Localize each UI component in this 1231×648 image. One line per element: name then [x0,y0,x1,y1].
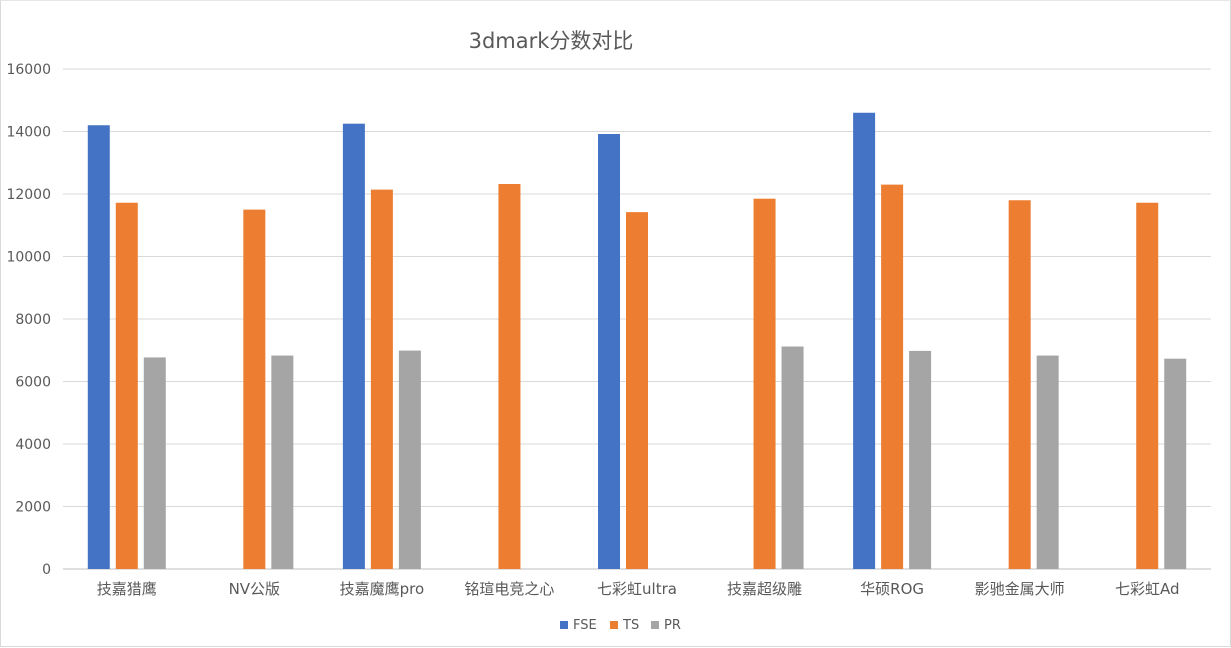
x-tick-label: NV公版 [229,580,280,598]
legend-label-pr: PR [664,618,681,633]
x-tick-label: 七彩虹ultra [597,580,677,598]
y-tick-label: 2000 [15,500,51,516]
bar-ts [1136,202,1159,569]
y-tick-label: 6000 [15,375,51,391]
legend-label-fse: FSE [573,618,597,633]
y-tick-label: 10000 [6,250,51,266]
bar-pr [1164,358,1187,569]
bar-fse [87,125,110,569]
y-tick-label: 14000 [6,125,51,141]
x-tick-label: 技嘉魔鹰pro [340,580,425,598]
y-tick-label: 12000 [6,187,51,203]
y-tick-label: 4000 [15,437,51,453]
legend-swatch-pr [651,621,659,629]
legend-label-ts: TS [622,618,639,633]
bar-pr [398,350,421,569]
y-tick-label: 8000 [15,312,51,328]
x-tick-label: 铭瑄电竞之心 [464,580,554,598]
bar-fse [853,112,876,569]
bar-pr [909,350,932,569]
chart-title: 3dmark分数对比 [468,29,634,53]
bar-ts [498,184,521,569]
x-tick-label: 七彩虹Ad [1115,580,1180,598]
y-tick-label: 0 [42,562,51,578]
bar-ts [753,198,776,569]
bar-fse [598,134,620,569]
legend-swatch-ts [610,621,618,629]
bar-ts [115,202,138,569]
bar-pr [1036,355,1059,569]
bar-ts [370,189,393,569]
bar-ts [243,209,266,569]
y-tick-label: 16000 [6,62,51,78]
x-tick-label: 技嘉超级雕 [727,580,802,598]
bar-pr [143,357,166,569]
x-tick-label: 技嘉猎鹰 [97,580,157,598]
x-tick-label: 影驰金属大师 [975,580,1065,598]
x-tick-label: 华硕ROG [860,580,924,598]
bar-pr [781,346,804,569]
bar-fse [342,123,365,569]
legend-swatch-fse [560,621,568,629]
bar-pr [271,355,294,569]
bar-ts [626,212,648,569]
bar-ts [881,184,904,569]
bar-ts [1008,200,1031,569]
